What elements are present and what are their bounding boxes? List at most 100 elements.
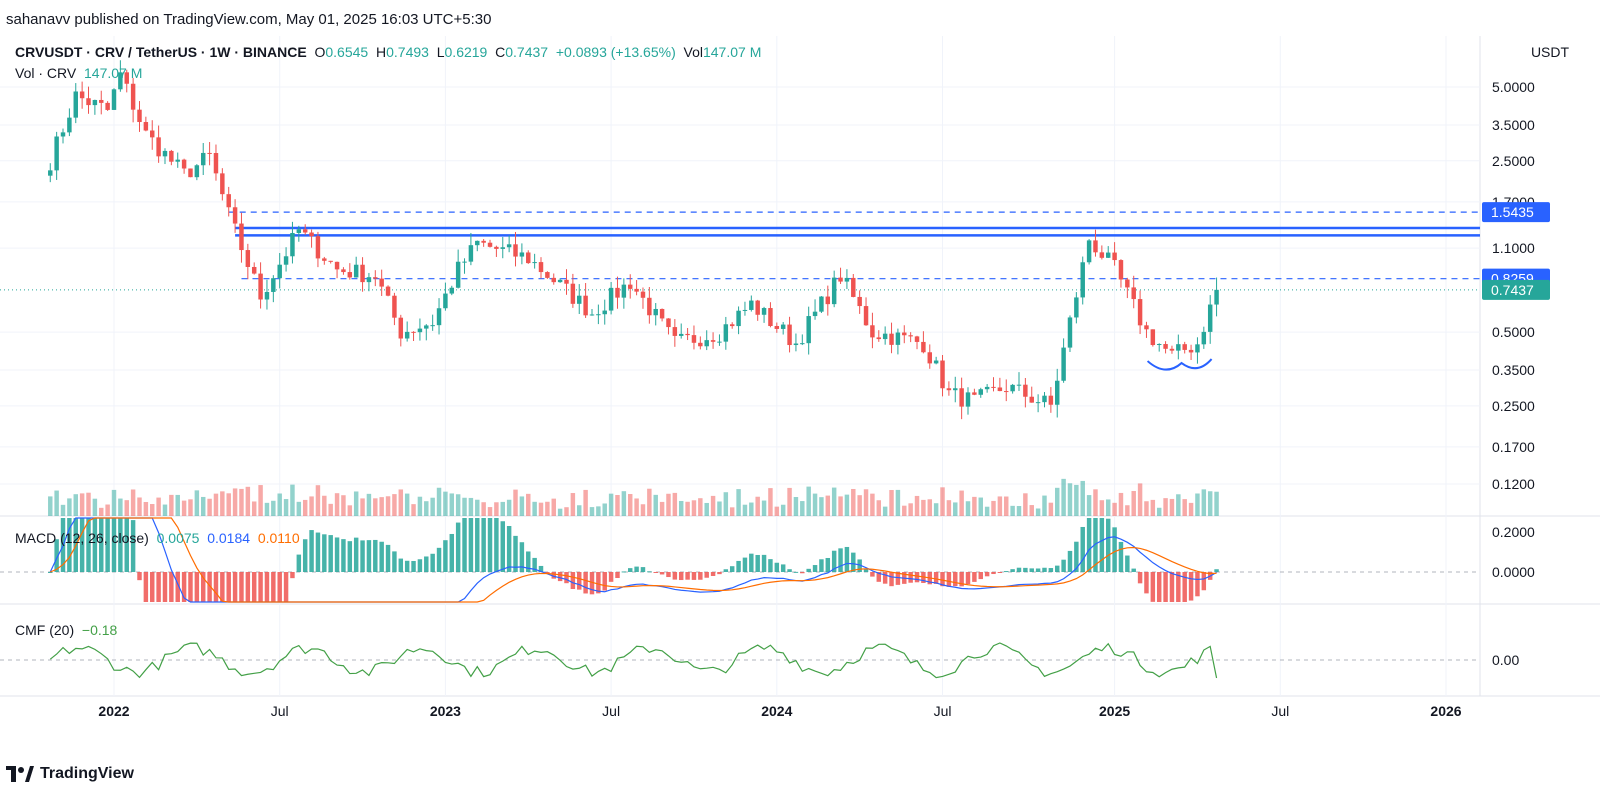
volume-bar <box>755 496 760 516</box>
volume-bar <box>953 502 958 516</box>
macd-histogram-bar <box>710 572 716 576</box>
macd-histogram-bar <box>717 572 722 575</box>
macd-histogram-bar <box>1055 565 1060 572</box>
volume-bar <box>1074 484 1079 516</box>
candle-body <box>290 232 295 257</box>
volume-bar <box>729 507 735 516</box>
macd-histogram-bar <box>1176 572 1181 602</box>
volume-bar <box>207 498 212 516</box>
macd-histogram-bar <box>1067 550 1073 572</box>
volume-bar <box>863 489 869 516</box>
macd-histogram-bar <box>946 572 952 587</box>
volume-bar <box>1150 499 1156 516</box>
volume-bar <box>984 506 990 516</box>
macd-histogram-bar <box>551 572 556 579</box>
candle-body <box>991 386 996 388</box>
macd-histogram-bar <box>111 518 117 572</box>
candle-body <box>1125 279 1130 288</box>
volume-bar <box>232 488 238 516</box>
cmf-legend-label[interactable]: CMF (20) <box>15 622 75 638</box>
macd-histogram-bar <box>997 572 1003 573</box>
macd-histogram-bar <box>895 572 901 585</box>
volume-bar <box>793 497 799 516</box>
candle-body <box>672 327 678 336</box>
macd-line-value: 0.0184 <box>207 530 251 546</box>
volume-bar <box>602 503 607 516</box>
macd-histogram-bar <box>398 558 404 572</box>
time-tick-label: Jul <box>934 703 952 719</box>
candle-body <box>124 72 129 84</box>
cmf-legend: CMF (20) −0.18 <box>15 622 117 638</box>
volume-bar <box>806 486 811 516</box>
macd-histogram-bar <box>373 539 378 572</box>
volume-bar <box>462 497 467 516</box>
volume-bar <box>60 504 66 516</box>
candle-body <box>1010 384 1015 392</box>
volume-legend: Vol · CRV 147.07 M <box>15 65 142 81</box>
candle-body <box>723 324 729 342</box>
volume-bar <box>1182 499 1187 516</box>
macd-histogram-bar <box>513 535 518 572</box>
volume-bar <box>424 501 429 516</box>
volume-bar <box>1093 489 1098 516</box>
volume-legend-label[interactable]: Vol · CRV <box>15 65 77 81</box>
candle-body <box>698 342 703 347</box>
candle-body <box>825 296 831 305</box>
candle-body <box>564 279 569 284</box>
currency-button[interactable]: USDT <box>1513 38 1587 66</box>
volume-bar <box>181 500 187 516</box>
candle-body <box>220 173 225 195</box>
candle-body <box>710 340 716 342</box>
candle-body <box>258 273 263 300</box>
candle-body <box>659 308 665 319</box>
candle-body <box>506 244 512 248</box>
volume-bar <box>825 495 831 516</box>
macd-histogram-bar <box>1201 572 1207 591</box>
volume-bar <box>672 492 678 516</box>
volume-bar <box>1042 495 1047 516</box>
macd-histogram-bar <box>729 566 735 572</box>
volume-bar <box>239 488 244 516</box>
macd-histogram-bar <box>768 559 773 572</box>
volume-bar <box>392 494 397 516</box>
candle-body <box>806 316 811 344</box>
volume-bar <box>876 500 882 516</box>
macd-histogram-bar <box>870 572 875 577</box>
macd-histogram-bar <box>118 518 123 572</box>
symbol-label[interactable]: CRVUSDT · CRV / TetherUS · 1W · BINANCE <box>15 44 307 60</box>
candle-body <box>207 152 212 154</box>
candle-body <box>468 245 474 262</box>
macd-legend-label[interactable]: MACD (12, 26, close) <box>15 530 149 546</box>
candle-body <box>302 229 308 233</box>
double-bottom-annotation <box>1146 358 1213 371</box>
volume-bar <box>353 491 359 516</box>
volume-bar <box>373 498 378 516</box>
macd-histogram-bar <box>857 559 862 572</box>
volume-bar <box>1201 489 1207 516</box>
candle-body <box>181 159 187 169</box>
candle-body <box>589 314 595 316</box>
macd-histogram-bar <box>940 572 945 587</box>
candle-body <box>1131 287 1136 300</box>
volume-bar <box>277 493 282 516</box>
macd-histogram-bar <box>761 554 767 572</box>
volume-bar <box>596 506 601 516</box>
macd-tick-label: 0.2000 <box>1492 524 1535 540</box>
volume-bar <box>54 490 59 516</box>
macd-histogram-bar <box>1137 572 1143 584</box>
candle-body <box>793 343 799 346</box>
macd-histogram-bar <box>526 551 531 572</box>
cmf-pane <box>0 642 1480 679</box>
tradingview-logo[interactable]: TradingView <box>6 765 134 783</box>
candle-body <box>1156 344 1162 346</box>
volume-bar <box>812 493 818 516</box>
volume-bar <box>717 501 722 516</box>
volume-bar <box>271 500 276 516</box>
candle-body <box>768 308 773 327</box>
volume-bar <box>487 507 493 516</box>
candle-body <box>417 328 423 333</box>
macd-histogram-bar <box>1144 572 1149 594</box>
chart-canvas[interactable]: 5.00003.50002.50001.70001.10000.50000.35… <box>0 36 1600 754</box>
candle-body <box>328 260 333 262</box>
macd-hist-value: 0.0075 <box>156 530 200 546</box>
